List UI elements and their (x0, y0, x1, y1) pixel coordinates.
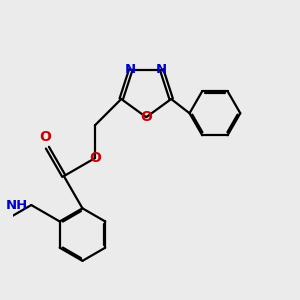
Text: NH: NH (5, 199, 28, 212)
Text: O: O (89, 151, 101, 165)
Text: O: O (39, 130, 51, 144)
Text: N: N (125, 63, 136, 76)
Text: N: N (156, 63, 167, 76)
Text: O: O (140, 110, 152, 124)
